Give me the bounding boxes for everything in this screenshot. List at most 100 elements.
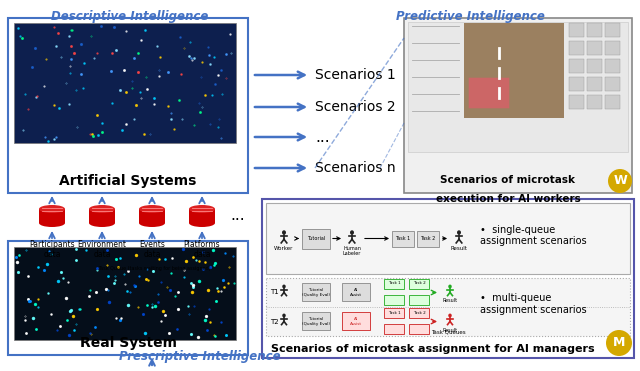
Bar bbox=[39, 209, 65, 223]
FancyBboxPatch shape bbox=[342, 282, 370, 301]
Text: Result: Result bbox=[442, 299, 458, 303]
Text: M: M bbox=[613, 336, 625, 349]
FancyBboxPatch shape bbox=[605, 41, 620, 55]
FancyBboxPatch shape bbox=[569, 59, 584, 73]
FancyBboxPatch shape bbox=[569, 95, 584, 109]
Text: Task 1: Task 1 bbox=[388, 311, 400, 315]
FancyBboxPatch shape bbox=[587, 23, 602, 37]
FancyBboxPatch shape bbox=[409, 295, 429, 305]
FancyBboxPatch shape bbox=[384, 324, 404, 334]
FancyBboxPatch shape bbox=[302, 282, 330, 301]
Text: W: W bbox=[613, 174, 627, 187]
Text: Task Queues: Task Queues bbox=[431, 329, 465, 334]
Text: AI
Assist: AI Assist bbox=[350, 288, 362, 297]
FancyBboxPatch shape bbox=[266, 278, 630, 336]
Text: Events
data: Events data bbox=[139, 240, 165, 259]
Bar bbox=[189, 209, 215, 223]
FancyBboxPatch shape bbox=[262, 199, 634, 358]
Text: T2: T2 bbox=[270, 318, 278, 325]
FancyBboxPatch shape bbox=[587, 59, 602, 73]
Ellipse shape bbox=[448, 285, 452, 288]
Text: ...: ... bbox=[315, 129, 330, 144]
Text: Tutorial
(Quality Eval): Tutorial (Quality Eval) bbox=[302, 317, 330, 326]
Ellipse shape bbox=[89, 205, 115, 213]
Ellipse shape bbox=[282, 285, 285, 288]
FancyBboxPatch shape bbox=[569, 41, 584, 55]
Text: Result: Result bbox=[442, 328, 458, 332]
Ellipse shape bbox=[282, 230, 286, 235]
FancyBboxPatch shape bbox=[8, 18, 248, 193]
FancyBboxPatch shape bbox=[605, 95, 620, 109]
FancyBboxPatch shape bbox=[302, 229, 330, 249]
FancyBboxPatch shape bbox=[409, 308, 429, 318]
FancyBboxPatch shape bbox=[14, 247, 236, 340]
Text: Predictive Intelligence: Predictive Intelligence bbox=[396, 10, 545, 23]
Ellipse shape bbox=[189, 219, 215, 227]
FancyBboxPatch shape bbox=[409, 279, 429, 289]
FancyBboxPatch shape bbox=[587, 77, 602, 91]
Ellipse shape bbox=[139, 205, 165, 213]
Text: Scenarios of microtask: Scenarios of microtask bbox=[440, 175, 575, 185]
Text: Result: Result bbox=[451, 246, 467, 250]
Text: T1: T1 bbox=[270, 289, 279, 295]
Text: Scenarios 2: Scenarios 2 bbox=[315, 100, 396, 114]
Ellipse shape bbox=[606, 330, 632, 356]
Text: Tutorial
(Quality Eval): Tutorial (Quality Eval) bbox=[302, 288, 330, 297]
Ellipse shape bbox=[189, 205, 215, 213]
Text: Descriptive Intelligence: Descriptive Intelligence bbox=[51, 10, 209, 23]
FancyBboxPatch shape bbox=[417, 230, 439, 246]
Text: Worker: Worker bbox=[275, 246, 294, 250]
FancyBboxPatch shape bbox=[14, 23, 236, 143]
Text: •  multi-queue
assignment scenarios: • multi-queue assignment scenarios bbox=[480, 293, 587, 315]
FancyBboxPatch shape bbox=[409, 324, 429, 334]
Text: Platforms
data: Platforms data bbox=[184, 240, 220, 259]
FancyBboxPatch shape bbox=[468, 78, 509, 108]
Text: Scenarios of microtask assignment for AI managers: Scenarios of microtask assignment for AI… bbox=[271, 344, 595, 354]
FancyBboxPatch shape bbox=[342, 312, 370, 329]
Text: Scenarios 1: Scenarios 1 bbox=[315, 68, 396, 82]
Text: Task 1: Task 1 bbox=[396, 236, 411, 241]
Ellipse shape bbox=[139, 219, 165, 227]
FancyBboxPatch shape bbox=[587, 41, 602, 55]
Text: Prescriptive Intelligence: Prescriptive Intelligence bbox=[119, 350, 281, 363]
Bar bbox=[139, 209, 165, 223]
Text: •  single-queue
assignment scenarios: • single-queue assignment scenarios bbox=[480, 225, 587, 246]
Text: Artificial Systems: Artificial Systems bbox=[60, 174, 196, 188]
FancyBboxPatch shape bbox=[605, 23, 620, 37]
Text: Task 2: Task 2 bbox=[420, 236, 436, 241]
FancyBboxPatch shape bbox=[569, 77, 584, 91]
Ellipse shape bbox=[608, 169, 632, 193]
Text: ...: ... bbox=[230, 209, 244, 223]
Ellipse shape bbox=[39, 205, 65, 213]
FancyBboxPatch shape bbox=[587, 95, 602, 109]
FancyBboxPatch shape bbox=[384, 279, 404, 289]
Text: execution for AI workers: execution for AI workers bbox=[436, 194, 580, 204]
FancyBboxPatch shape bbox=[569, 23, 584, 37]
Text: AI
Assist: AI Assist bbox=[350, 317, 362, 326]
FancyBboxPatch shape bbox=[302, 312, 330, 329]
Text: Real System: Real System bbox=[79, 336, 177, 350]
FancyBboxPatch shape bbox=[605, 59, 620, 73]
Ellipse shape bbox=[448, 313, 452, 318]
Ellipse shape bbox=[39, 219, 65, 227]
Text: Participants
data: Participants data bbox=[29, 240, 75, 259]
FancyBboxPatch shape bbox=[384, 308, 404, 318]
Text: Human
Labeler: Human Labeler bbox=[343, 246, 361, 256]
FancyBboxPatch shape bbox=[8, 241, 248, 355]
Text: Environment
data: Environment data bbox=[77, 240, 127, 259]
Text: Scenarios n: Scenarios n bbox=[315, 161, 396, 175]
Ellipse shape bbox=[350, 230, 354, 235]
FancyBboxPatch shape bbox=[464, 23, 564, 118]
Text: Task Queue (tasks waiting for being assigned): Task Queue (tasks waiting for being assi… bbox=[98, 266, 211, 271]
Text: Tutorial: Tutorial bbox=[307, 236, 325, 241]
Text: Task 2: Task 2 bbox=[413, 282, 426, 286]
Text: Task 2: Task 2 bbox=[413, 311, 426, 315]
FancyBboxPatch shape bbox=[392, 230, 414, 246]
Ellipse shape bbox=[282, 313, 285, 318]
FancyBboxPatch shape bbox=[384, 295, 404, 305]
Bar bbox=[89, 209, 115, 223]
FancyBboxPatch shape bbox=[605, 77, 620, 91]
FancyBboxPatch shape bbox=[404, 18, 632, 193]
Ellipse shape bbox=[89, 219, 115, 227]
Text: Task 1: Task 1 bbox=[388, 282, 400, 286]
